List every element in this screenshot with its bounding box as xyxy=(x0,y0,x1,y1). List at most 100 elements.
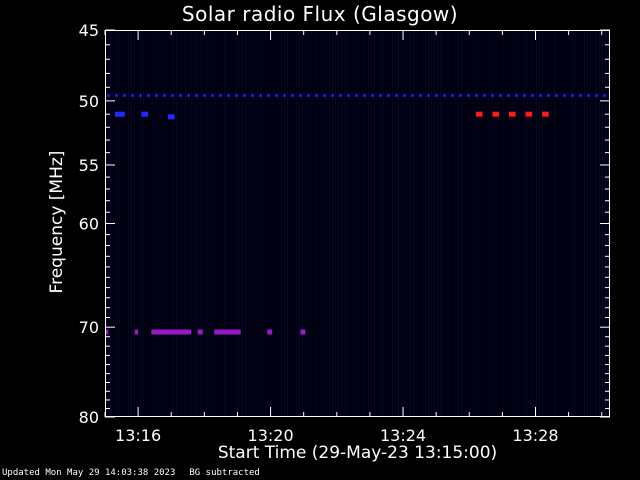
emission-dash xyxy=(227,93,230,97)
noise-stripe xyxy=(485,31,486,416)
noise-stripe xyxy=(497,31,498,416)
noise-stripe xyxy=(323,31,324,416)
noise-stripe xyxy=(272,31,273,416)
noise-stripe xyxy=(392,31,393,416)
emission-burst xyxy=(300,329,306,335)
emission-dash xyxy=(595,93,598,97)
noise-stripe xyxy=(359,31,360,416)
noise-stripe xyxy=(230,31,231,416)
noise-stripe xyxy=(377,31,378,416)
noise-stripe xyxy=(599,31,600,416)
noise-stripe xyxy=(464,31,465,416)
noise-stripe xyxy=(119,31,120,416)
noise-stripe xyxy=(524,31,525,416)
emission-dash xyxy=(291,93,294,97)
emission-dash xyxy=(563,93,566,97)
noise-stripe xyxy=(215,31,216,416)
emission-dash xyxy=(323,93,326,97)
emission-dash xyxy=(371,93,374,97)
emission-dash xyxy=(579,93,582,97)
noise-stripe xyxy=(533,31,534,416)
updated-timestamp: Updated Mon May 29 14:03:38 2023 xyxy=(2,468,176,478)
noise-stripe xyxy=(356,31,357,416)
emission-burst xyxy=(492,111,500,117)
noise-stripe xyxy=(248,31,249,416)
noise-stripe xyxy=(548,31,549,416)
emission-dash xyxy=(139,93,142,97)
emission-burst xyxy=(542,111,549,117)
noise-stripe xyxy=(362,31,363,416)
noise-stripe xyxy=(482,31,483,416)
noise-stripe xyxy=(503,31,504,416)
noise-stripe xyxy=(494,31,495,416)
noise-stripe xyxy=(302,31,303,416)
noise-stripe xyxy=(245,31,246,416)
noise-stripe xyxy=(257,31,258,416)
noise-stripe xyxy=(473,31,474,416)
noise-stripe xyxy=(434,31,435,416)
noise-stripe xyxy=(518,31,519,416)
noise-stripe xyxy=(194,31,195,416)
noise-stripe xyxy=(284,31,285,416)
emission-dash xyxy=(339,93,342,97)
noise-stripe xyxy=(206,31,207,416)
noise-stripe xyxy=(446,31,447,416)
plot-background xyxy=(105,30,610,417)
emission-dash xyxy=(587,93,590,97)
noise-stripe xyxy=(311,31,312,416)
noise-stripe xyxy=(197,31,198,416)
emission-burst xyxy=(509,111,516,117)
noise-stripe xyxy=(338,31,339,416)
noise-stripe xyxy=(236,31,237,416)
noise-stripe xyxy=(467,31,468,416)
emission-dash xyxy=(243,93,246,97)
emission-dash xyxy=(299,93,302,97)
noise-stripe xyxy=(476,31,477,416)
noise-stripe xyxy=(521,31,522,416)
noise-stripe xyxy=(263,31,264,416)
emission-burst xyxy=(214,329,241,335)
emission-dash xyxy=(427,93,430,97)
noise-stripe xyxy=(269,31,270,416)
noise-stripe xyxy=(530,31,531,416)
noise-stripe xyxy=(239,31,240,416)
noise-stripe xyxy=(317,31,318,416)
emission-dash xyxy=(211,93,214,97)
noise-stripe xyxy=(416,31,417,416)
emission-dash xyxy=(163,93,166,97)
noise-stripe xyxy=(125,31,126,416)
emission-burst xyxy=(267,329,273,335)
emission-dash xyxy=(123,93,126,97)
noise-stripe xyxy=(275,31,276,416)
emission-dash xyxy=(107,93,110,97)
noise-stripe xyxy=(536,31,537,416)
noise-stripe xyxy=(440,31,441,416)
noise-stripe xyxy=(488,31,489,416)
emission-dash xyxy=(603,93,606,97)
noise-stripe xyxy=(398,31,399,416)
emission-burst xyxy=(151,329,192,335)
noise-stripe xyxy=(407,31,408,416)
noise-stripe xyxy=(587,31,588,416)
noise-stripe xyxy=(227,31,228,416)
emission-dash xyxy=(203,93,206,97)
noise-stripe xyxy=(509,31,510,416)
emission-dash xyxy=(531,93,534,97)
noise-stripe xyxy=(581,31,582,416)
emission-dash xyxy=(219,93,222,97)
x-tick-label: 13:20 xyxy=(248,426,294,445)
emission-dash xyxy=(259,93,262,97)
emission-burst xyxy=(197,329,203,335)
noise-stripe xyxy=(560,31,561,416)
noise-stripe xyxy=(374,31,375,416)
emission-dash xyxy=(331,93,334,97)
noise-stripe xyxy=(386,31,387,416)
noise-stripe xyxy=(173,31,174,416)
noise-stripe xyxy=(578,31,579,416)
noise-stripe xyxy=(515,31,516,416)
noise-stripe xyxy=(428,31,429,416)
noise-stripe xyxy=(179,31,180,416)
noise-stripe xyxy=(431,31,432,416)
x-axis-label: Start Time (29-May-23 13:15:00) xyxy=(217,443,498,463)
